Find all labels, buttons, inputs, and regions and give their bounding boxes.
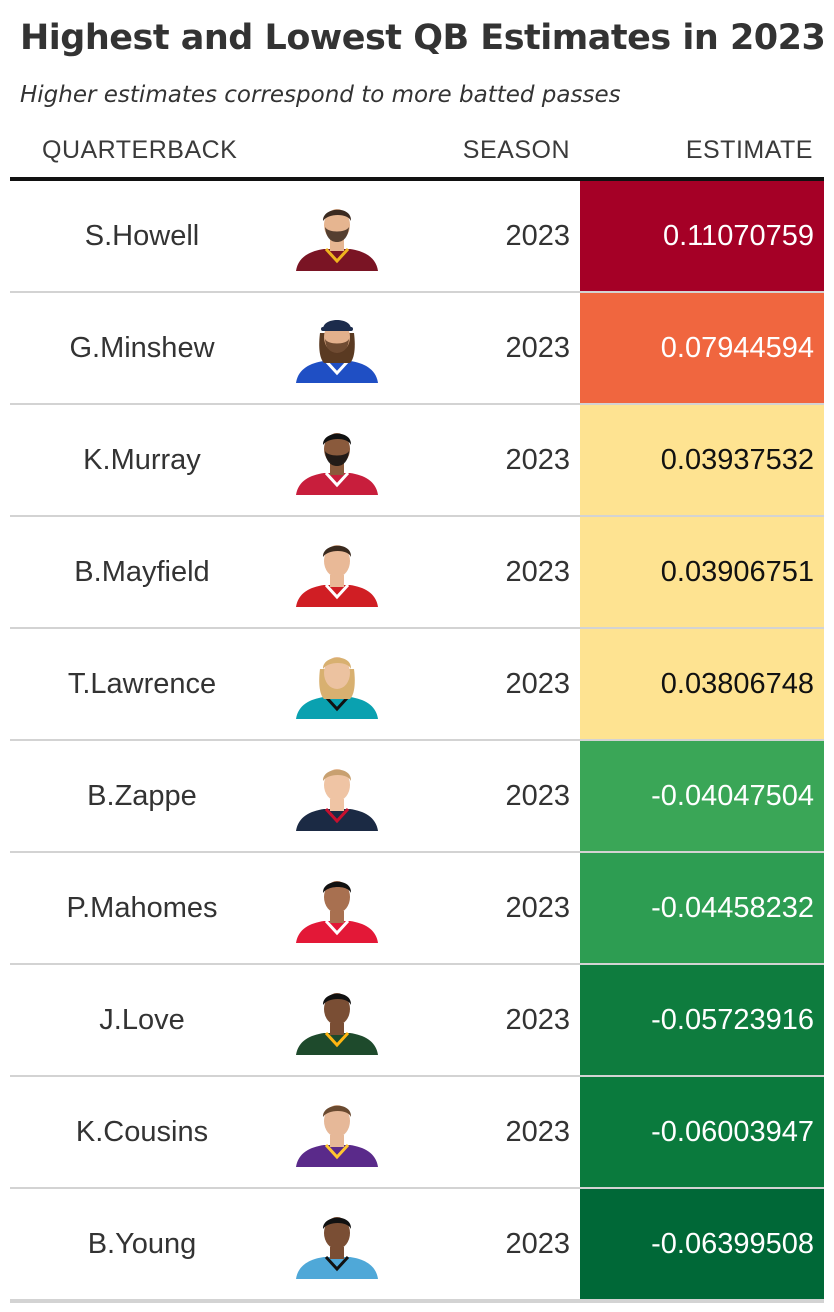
table-row: P.Mahomes 2023 -0.04458232 [10, 853, 824, 965]
table-body: S.Howell 2023 0.11070759 G.Minshew 2023 0.079… [10, 181, 824, 1303]
quarterback-name: T.Lawrence [67, 668, 217, 700]
quarterback-name: B.Mayfield [74, 556, 210, 588]
estimate-cell: 0.03937532 [580, 405, 824, 515]
quarterback-name: G.Minshew [69, 332, 215, 364]
table-row: G.Minshew 2023 0.07944594 [10, 293, 824, 405]
estimate-cell: -0.06399508 [580, 1189, 824, 1299]
headshot-image [292, 537, 382, 607]
headshot-image [292, 649, 382, 719]
player-headshot [296, 433, 378, 495]
headshot-image [292, 201, 382, 271]
player-headshot [296, 320, 378, 383]
season-value: 2023 [505, 220, 570, 252]
estimate-cell: -0.05723916 [580, 965, 824, 1075]
table-row: S.Howell 2023 0.11070759 [10, 181, 824, 293]
season-value: 2023 [505, 892, 570, 924]
estimate-cell: -0.04047504 [580, 741, 824, 851]
headshot-image [292, 1209, 382, 1279]
season-value: 2023 [505, 1116, 570, 1148]
chart-subtitle: Higher estimates correspond to more batt… [20, 82, 621, 108]
chart-title: Highest and Lowest QB Estimates in 2023 [20, 18, 826, 58]
headshot-image [292, 313, 382, 383]
headshot-image [292, 425, 382, 495]
player-headshot [296, 657, 378, 719]
estimate-cell: 0.03906751 [580, 517, 824, 627]
column-header-season: SEASON [462, 136, 570, 164]
headshot-image [292, 985, 382, 1055]
season-value: 2023 [505, 1004, 570, 1036]
estimate-cell: 0.03806748 [580, 629, 824, 739]
table-row: K.Murray 2023 0.03937532 [10, 405, 824, 517]
player-headshot [296, 769, 378, 831]
table-row: B.Young 2023 -0.06399508 [10, 1189, 824, 1303]
quarterback-name: K.Cousins [75, 1116, 209, 1148]
quarterback-name: P.Mahomes [66, 892, 218, 924]
season-value: 2023 [505, 556, 570, 588]
quarterback-name: K.Murray [83, 444, 201, 476]
player-headshot [296, 881, 378, 943]
player-headshot [296, 1217, 378, 1279]
season-value: 2023 [505, 444, 570, 476]
header-rule [10, 177, 824, 181]
quarterback-name: B.Young [87, 1228, 197, 1260]
quarterback-name: S.Howell [84, 220, 200, 252]
player-headshot [296, 209, 378, 271]
column-header-estimate: ESTIMATE [685, 136, 813, 164]
table-row: B.Mayfield 2023 0.03906751 [10, 517, 824, 629]
player-headshot [296, 545, 378, 607]
headshot-image [292, 761, 382, 831]
season-value: 2023 [505, 332, 570, 364]
season-value: 2023 [505, 668, 570, 700]
estimate-cell: 0.11070759 [580, 181, 824, 291]
estimate-cell: -0.06003947 [580, 1077, 824, 1187]
season-value: 2023 [505, 1228, 570, 1260]
headshot-image [292, 873, 382, 943]
estimate-cell: 0.07944594 [580, 293, 824, 403]
quarterback-name: J.Love [99, 1004, 185, 1036]
headshot-image [292, 1097, 382, 1167]
player-headshot [296, 1105, 378, 1167]
estimate-cell: -0.04458232 [580, 853, 824, 963]
table-row: T.Lawrence 2023 0.03806748 [10, 629, 824, 741]
table-row: B.Zappe 2023 -0.04047504 [10, 741, 824, 853]
table-row: J.Love 2023 -0.05723916 [10, 965, 824, 1077]
season-value: 2023 [505, 780, 570, 812]
column-header-quarterback: QUARTERBACK [42, 136, 238, 164]
player-headshot [296, 993, 378, 1055]
quarterback-name: B.Zappe [87, 780, 197, 812]
table-row: K.Cousins 2023 -0.06003947 [10, 1077, 824, 1189]
